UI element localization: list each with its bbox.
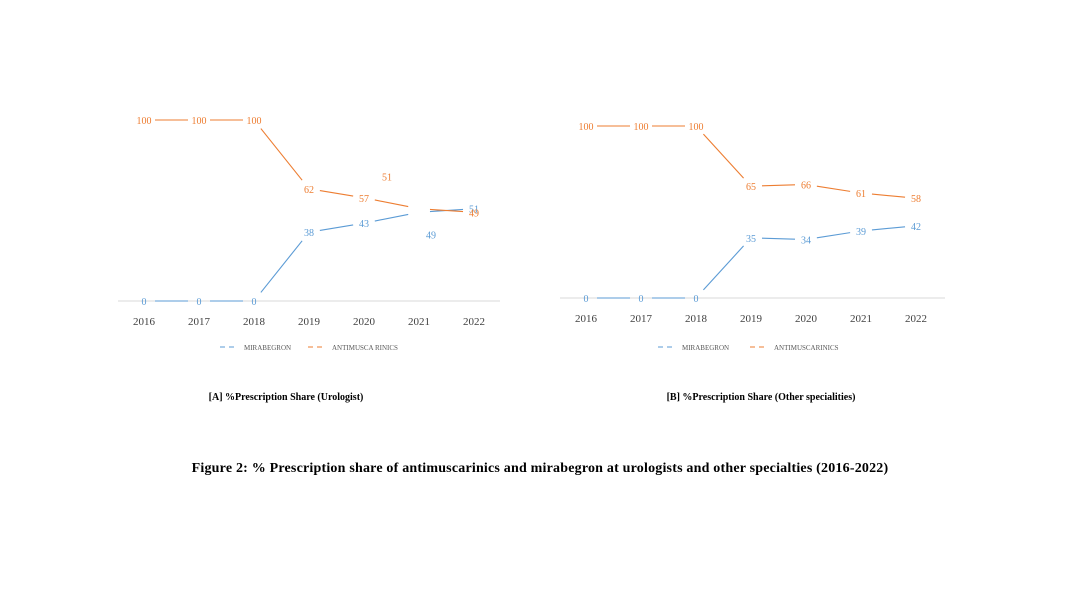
chart-b-caption: [B] %Prescription Share (Other specialit… [666,392,856,403]
chart-a-tick-label: 2016 [133,316,156,328]
chart-b-tick-label: 2019 [740,313,763,325]
chart-a-series-0-segment [260,240,303,293]
chart-b-legend-label-0: MIRABEGRON [682,344,729,352]
chart-b-tick-label: 2022 [905,313,927,325]
chart-b-series-1-data-label: 100 [579,122,594,133]
chart-a-tick-label: 2022 [463,316,485,328]
chart-b-series-0-segment [816,232,851,239]
chart-a-series-1-segment [260,128,303,181]
chart-a-series-0-data-label: 49 [426,230,436,241]
chart-b-series-0-segment [761,237,796,240]
chart-b-series-0-data-label: 39 [856,227,866,238]
chart-b-tick-label: 2021 [850,313,872,325]
chart-b-series-0-data-label: 35 [746,234,756,245]
chart-a-series-0-segment [374,213,409,222]
chart-b-series-0-data-label: 42 [911,222,921,233]
chart-b-series-0-segment [871,226,906,231]
chart-a-legend-label-0: MIRABEGRON [244,344,291,352]
chart-a-tick-label: 2020 [353,316,376,328]
chart-a-series-1-segment [319,190,354,197]
chart-a-series-0-data-label: 0 [252,297,257,308]
chart-a-series-1-data-label: 62 [304,185,314,196]
chart-a-series-1-data-label: 57 [359,194,369,205]
figure-caption: Figure 2: % Prescription share of antimu… [191,461,889,476]
chart-a-tick-label: 2017 [188,316,211,328]
chart-b-series-1-data-label: 100 [689,122,704,133]
chart-b-series-0-data-label: 34 [801,236,811,247]
chart-b-tick-label: 2020 [795,313,818,325]
chart-b-series-1-segment [816,185,851,192]
chart-b-series-0-data-label: 0 [694,294,699,305]
chart-b-tick-label: 2018 [685,313,708,325]
chart-b-series-1-segment [703,133,744,179]
chart-a-caption: [A] %Prescription Share (Urologist) [208,392,364,403]
chart-a-series-0-data-label: 0 [197,297,202,308]
chart-a-series-0-segment [319,224,354,231]
chart-b-series-0-data-label: 0 [584,294,589,305]
chart-a-series-0-data-label: 0 [142,297,147,308]
chart-a-series-1-data-label: 100 [137,116,152,127]
chart-a-series-1-data-label: 51 [382,173,392,184]
chart-b-legend-label-1: ANTIMUSCARINICS [774,344,839,352]
chart-a-series-1-segment [429,208,464,213]
chart-a-series-1-data-label: 100 [192,116,207,127]
chart-b-series-1-segment [761,184,796,187]
chart-b-series-1-data-label: 66 [801,180,811,191]
chart-a-tick-label: 2019 [298,316,321,328]
chart-a-legend-label-1: ANTIMUSCA RINICS [332,344,398,352]
chart-b-series-1-data-label: 65 [746,182,756,193]
chart-a-series-0-data-label: 38 [304,228,314,239]
chart-b-tick-label: 2016 [575,313,598,325]
chart-b-series-1-segment [871,193,906,198]
chart-a-tick-label: 2021 [408,316,430,328]
chart-a-series-0-data-label: 51 [469,205,479,216]
chart-b-series-0-segment [703,245,744,291]
chart-b-series-1-data-label: 61 [856,189,866,200]
chart-b-series-0-data-label: 0 [639,294,644,305]
chart-a-series-1-data-label: 100 [247,116,262,127]
chart-b-series-1-data-label: 100 [634,122,649,133]
chart-b-series-1-data-label: 58 [911,194,921,205]
chart-a-series-1-data-label: 49 [469,208,479,219]
chart-a-tick-label: 2018 [243,316,266,328]
chart-a-series-0-data-label: 43 [359,219,369,230]
chart-a-series-1-segment [374,199,409,208]
chart-b-tick-label: 2017 [630,313,653,325]
